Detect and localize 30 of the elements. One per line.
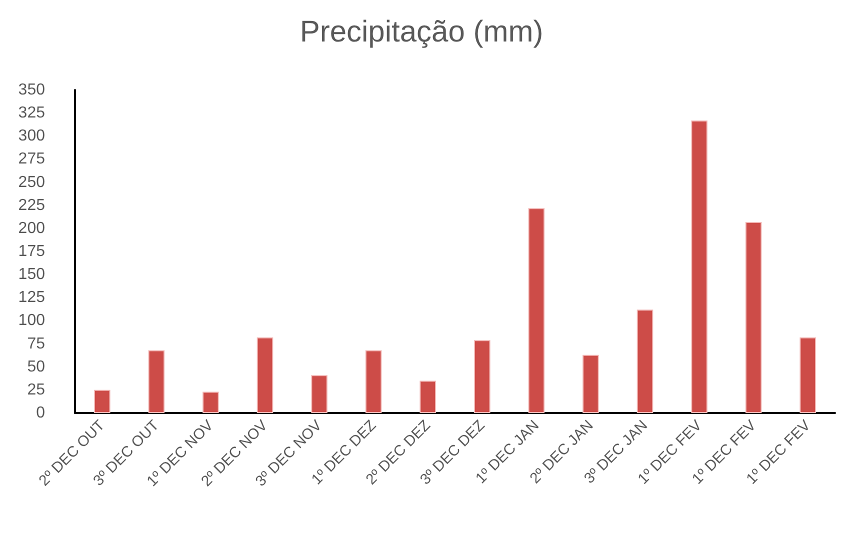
bar bbox=[745, 222, 762, 413]
bar bbox=[691, 120, 708, 413]
y-tick-label: 175 bbox=[18, 243, 46, 260]
y-tick-label: 300 bbox=[18, 128, 46, 145]
bar bbox=[636, 310, 654, 413]
y-tick-label: 200 bbox=[18, 220, 46, 237]
y-tick-label: 75 bbox=[27, 335, 46, 352]
y-tick-label: 100 bbox=[18, 312, 46, 330]
bar bbox=[256, 337, 274, 413]
bar bbox=[474, 340, 490, 413]
chart-title: Precipitação (mm) bbox=[300, 16, 544, 48]
bar bbox=[148, 350, 165, 413]
bar bbox=[420, 380, 436, 413]
y-tick-label: 225 bbox=[18, 196, 46, 214]
y-tick-label: 50 bbox=[27, 358, 46, 376]
bar bbox=[582, 354, 599, 413]
bar bbox=[800, 337, 816, 413]
y-tick-label: 0 bbox=[36, 404, 46, 422]
y-tick-label: 125 bbox=[18, 289, 46, 306]
y-tick-label: 25 bbox=[27, 381, 46, 398]
y-tick-label: 350 bbox=[18, 82, 46, 98]
bar bbox=[528, 208, 545, 413]
bar bbox=[365, 350, 382, 413]
bar bbox=[202, 392, 219, 413]
y-tick-label: 150 bbox=[18, 266, 46, 284]
bar bbox=[311, 375, 328, 413]
y-tick-label: 325 bbox=[18, 104, 46, 122]
bar bbox=[94, 390, 110, 413]
y-tick-label: 275 bbox=[18, 150, 46, 168]
y-tick-label: 250 bbox=[18, 174, 46, 191]
